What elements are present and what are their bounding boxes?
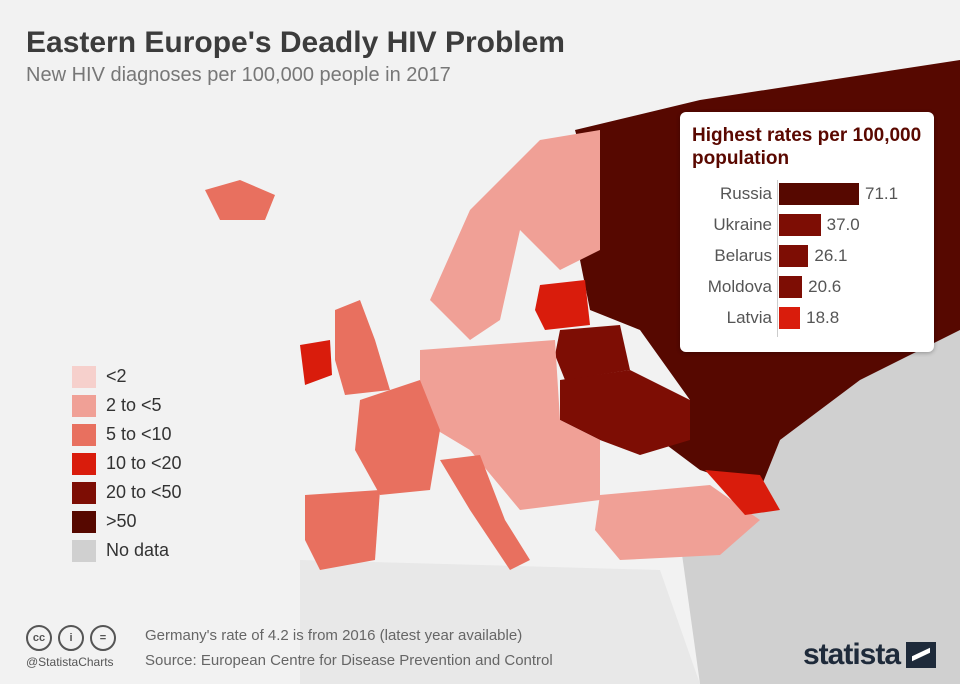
bar-axis bbox=[777, 180, 778, 337]
bar-label: Russia bbox=[720, 184, 772, 203]
legend-item: 5 to <10 bbox=[72, 420, 182, 449]
region-ireland bbox=[300, 340, 332, 385]
region-italy bbox=[440, 455, 530, 570]
region-iberia bbox=[305, 490, 380, 570]
legend-label: No data bbox=[106, 540, 170, 560]
bar-label: Moldova bbox=[707, 277, 772, 296]
chart-subtitle: New HIV diagnoses per 100,000 people in … bbox=[26, 64, 451, 86]
bar-value-label: 71.1 bbox=[865, 184, 899, 203]
no-derivatives-icon: = bbox=[90, 625, 116, 651]
bar-row: Latvia 18.8 bbox=[680, 305, 839, 331]
legend-label: 5 to <10 bbox=[106, 424, 172, 444]
footnote: Germany's rate of 4.2 is from 2016 (late… bbox=[145, 627, 523, 644]
legend-label: 10 to <20 bbox=[106, 453, 182, 473]
no-data-region-east bbox=[680, 330, 960, 684]
legend-item: 20 to <50 bbox=[72, 478, 182, 507]
region-iceland bbox=[205, 180, 275, 220]
bar-value-label: 20.6 bbox=[808, 277, 842, 296]
no-data-region-south bbox=[300, 560, 700, 684]
legend-item: 10 to <20 bbox=[72, 449, 182, 478]
bar-value-label: 18.8 bbox=[806, 308, 840, 327]
region-france bbox=[355, 380, 440, 495]
panel-title: Highest rates per 100,000 population bbox=[692, 125, 922, 169]
region-ukraine bbox=[560, 370, 690, 455]
legend-item: No data bbox=[72, 536, 182, 565]
legend-swatch bbox=[72, 452, 96, 475]
source-note: Source: European Centre for Disease Prev… bbox=[145, 652, 553, 669]
bar-row: Moldova 20.6 bbox=[680, 274, 841, 300]
bar bbox=[779, 245, 809, 267]
twitter-handle[interactable]: @StatistaCharts bbox=[26, 655, 114, 669]
bar-value-label: 37.0 bbox=[826, 215, 860, 234]
cc-icon: cc bbox=[26, 625, 52, 651]
legend-swatch bbox=[72, 539, 96, 562]
chart-title: Eastern Europe's Deadly HIV Problem bbox=[26, 26, 565, 59]
bar-row: Russia 71.1 bbox=[680, 181, 898, 207]
license-icons: cc i = bbox=[26, 625, 116, 651]
region-belarus bbox=[555, 325, 630, 380]
legend-swatch bbox=[72, 481, 96, 504]
bar-row: Ukraine 37.0 bbox=[680, 212, 860, 238]
legend-label: 2 to <5 bbox=[106, 395, 162, 415]
legend-label: 20 to <50 bbox=[106, 482, 182, 502]
bar-row: Belarus 26.1 bbox=[680, 243, 847, 269]
statista-logo-icon bbox=[906, 642, 937, 668]
legend-label: >50 bbox=[106, 511, 137, 531]
bar-label: Latvia bbox=[726, 308, 772, 327]
legend: <2 2 to <5 5 to <10 10 to <20 20 to <50 … bbox=[72, 362, 182, 565]
region-caucasus bbox=[705, 470, 780, 515]
region-baltics bbox=[535, 280, 590, 330]
legend-swatch bbox=[72, 365, 96, 388]
bar bbox=[779, 276, 803, 298]
legend-swatch bbox=[72, 394, 96, 417]
legend-label: <2 bbox=[106, 366, 127, 386]
legend-swatch bbox=[72, 510, 96, 533]
logo-text: statista bbox=[803, 638, 901, 671]
bar bbox=[779, 307, 801, 329]
statista-logo[interactable]: statista bbox=[803, 638, 937, 672]
bar-label: Belarus bbox=[714, 246, 772, 265]
legend-item: >50 bbox=[72, 507, 182, 536]
bar bbox=[779, 214, 821, 236]
region-central bbox=[420, 340, 600, 510]
region-uk bbox=[335, 300, 390, 395]
attribution-icon: i bbox=[58, 625, 84, 651]
legend-item: 2 to <5 bbox=[72, 391, 182, 420]
bar bbox=[779, 183, 859, 205]
legend-item: <2 bbox=[72, 362, 182, 391]
region-nordics bbox=[430, 130, 600, 340]
region-turkey bbox=[595, 485, 760, 560]
legend-swatch bbox=[72, 423, 96, 446]
bar-label: Ukraine bbox=[713, 215, 772, 234]
highest-rates-panel: Highest rates per 100,000 population Rus… bbox=[680, 112, 934, 352]
bar-value-label: 26.1 bbox=[814, 246, 848, 265]
